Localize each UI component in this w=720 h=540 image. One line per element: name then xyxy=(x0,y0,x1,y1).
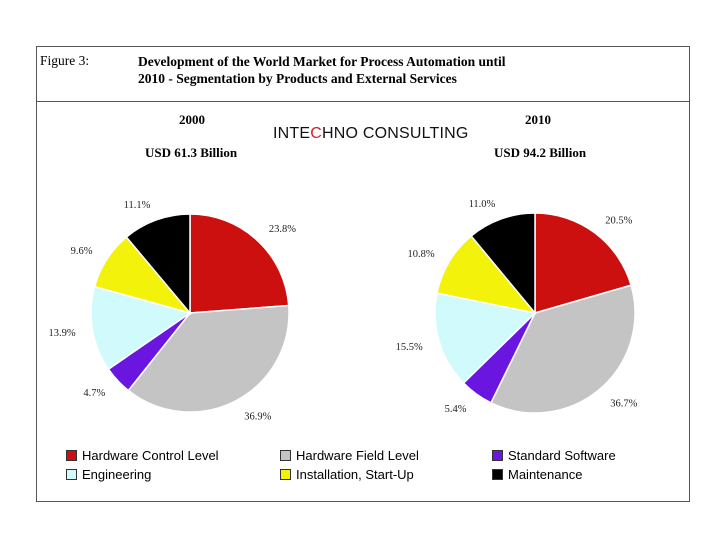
pie-2000-value-label-engineering: 13.9% xyxy=(48,328,75,339)
legend-label: Hardware Field Level xyxy=(296,448,419,463)
legend-swatch-engineering xyxy=(66,469,77,480)
legend-item-standard-software: Standard Software xyxy=(492,448,652,463)
pie-2000-value-label-standard-software: 4.7% xyxy=(83,388,105,399)
intechno-consulting-logo: INTECHNO CONSULTING xyxy=(273,125,469,143)
legend-swatch-hardware-control-level xyxy=(66,450,77,461)
pie-2010-slice-maintenance xyxy=(470,212,536,316)
figure-title: Development of the World Market for Proc… xyxy=(138,53,678,87)
pie-2010-value-label-hardware-control-level: 20.5% xyxy=(605,216,632,227)
pie-2010-slice-hardware-field-level xyxy=(489,284,636,414)
legend-item-engineering: Engineering xyxy=(66,467,280,482)
pie-2000-value-label-hardware-control-level: 23.8% xyxy=(269,224,296,235)
legend-item-hardware-control-level: Hardware Control Level xyxy=(66,448,280,463)
figure-frame xyxy=(36,46,690,502)
pie-2000-slice-maintenance xyxy=(125,213,191,316)
pie-2000-slice-hardware-control-level xyxy=(189,213,290,314)
legend-label: Hardware Control Level xyxy=(82,448,219,463)
pie-2010-slice-engineering xyxy=(434,292,537,385)
pie-2010-value-label-installation-start-up: 10.8% xyxy=(407,249,434,260)
pie-2000-value-label-installation-start-up: 9.6% xyxy=(71,246,93,257)
total-label-2010: USD 94.2 Billion xyxy=(493,145,587,160)
pie-2010-value-label-engineering: 15.5% xyxy=(396,342,423,353)
pie-2000-slice-hardware-field-level xyxy=(127,304,290,413)
legend-label: Standard Software xyxy=(508,448,616,463)
figure-label: Figure 3: xyxy=(40,53,90,68)
year-label-2000: 2000 xyxy=(179,112,205,127)
pie-2010-slice-installation-start-up xyxy=(436,234,537,315)
logo-text-part-2: C xyxy=(310,125,323,142)
legend-item-maintenance: Maintenance xyxy=(492,467,652,482)
logo-text-part-3: HNO CONSULTING xyxy=(322,125,469,142)
pie-2000-value-label-hardware-field-level: 36.9% xyxy=(244,412,271,423)
year-label-2010: 2010 xyxy=(525,112,551,127)
total-label-2000: USD 61.3 Billion xyxy=(144,145,238,160)
header-divider xyxy=(36,101,690,102)
pie-2010-value-label-maintenance: 11.0% xyxy=(469,199,496,210)
figure-title-line-1: Development of the World Market for Proc… xyxy=(138,54,506,69)
legend-item-installation-start-up: Installation, Start-Up xyxy=(280,467,492,482)
legend-swatch-hardware-field-level xyxy=(280,450,291,461)
legend-swatch-installation-start-up xyxy=(280,469,291,480)
legend: Hardware Control Level Hardware Field Lev… xyxy=(66,448,666,482)
logo-text-part-1: INTE xyxy=(273,125,311,142)
pie-2000-value-label-maintenance: 11.1% xyxy=(124,200,151,211)
pie-2010-value-label-hardware-field-level: 36.7% xyxy=(610,399,637,410)
legend-swatch-maintenance xyxy=(492,469,503,480)
pie-2010-slice-hardware-control-level xyxy=(534,212,632,314)
legend-label: Installation, Start-Up xyxy=(296,467,414,482)
legend-label: Maintenance xyxy=(508,467,583,482)
legend-swatch-standard-software xyxy=(492,450,503,461)
pie-2010-value-label-standard-software: 5.4% xyxy=(445,404,467,415)
legend-item-hardware-field-level: Hardware Field Level xyxy=(280,448,492,463)
legend-label: Engineering xyxy=(82,467,152,482)
pie-2000-slice-engineering xyxy=(90,285,192,371)
figure-title-line-2: 2010 - Segmentation by Products and Exte… xyxy=(138,71,457,86)
